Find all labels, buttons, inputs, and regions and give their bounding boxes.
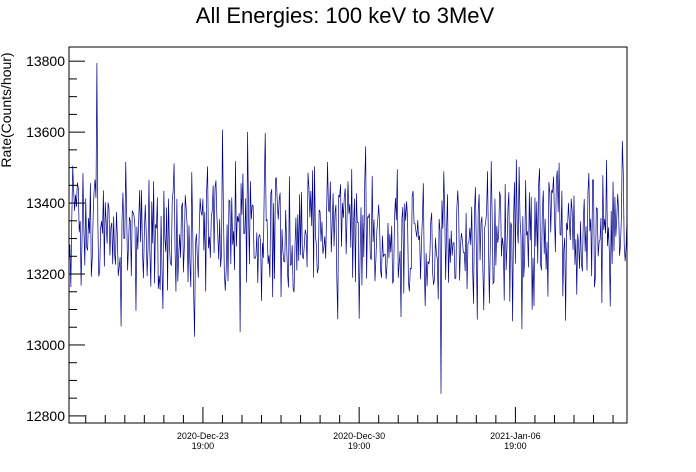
y-tick-label: 13200	[26, 266, 65, 282]
x-axis: 2020-Dec-2319:002020-Dec-3019:002021-Jan…	[85, 407, 614, 451]
chart-title: All Energies: 100 keV to 3MeV	[196, 3, 495, 28]
plot-frame	[68, 46, 628, 424]
series-line	[68, 62, 628, 394]
x-tick-label-date: 2021-Jan-06	[490, 431, 541, 441]
x-tick-label-time: 19:00	[504, 441, 527, 451]
y-tick-label: 13600	[26, 124, 65, 140]
y-tick-label: 12800	[26, 408, 65, 424]
x-tick-label-date: 2020-Dec-23	[177, 431, 229, 441]
y-tick-label: 13000	[26, 337, 65, 353]
x-tick-label-date: 2020-Dec-30	[333, 431, 385, 441]
y-axis-label: Rate(Counts/hour)	[0, 52, 14, 167]
y-tick-label: 13800	[26, 53, 65, 69]
x-tick-label-time: 19:00	[192, 441, 215, 451]
y-axis: 12800 13000 13200 13400 13600 13800	[26, 53, 85, 424]
x-tick-label-time: 19:00	[348, 441, 371, 451]
y-tick-label: 13400	[26, 195, 65, 211]
data-series	[68, 62, 628, 394]
